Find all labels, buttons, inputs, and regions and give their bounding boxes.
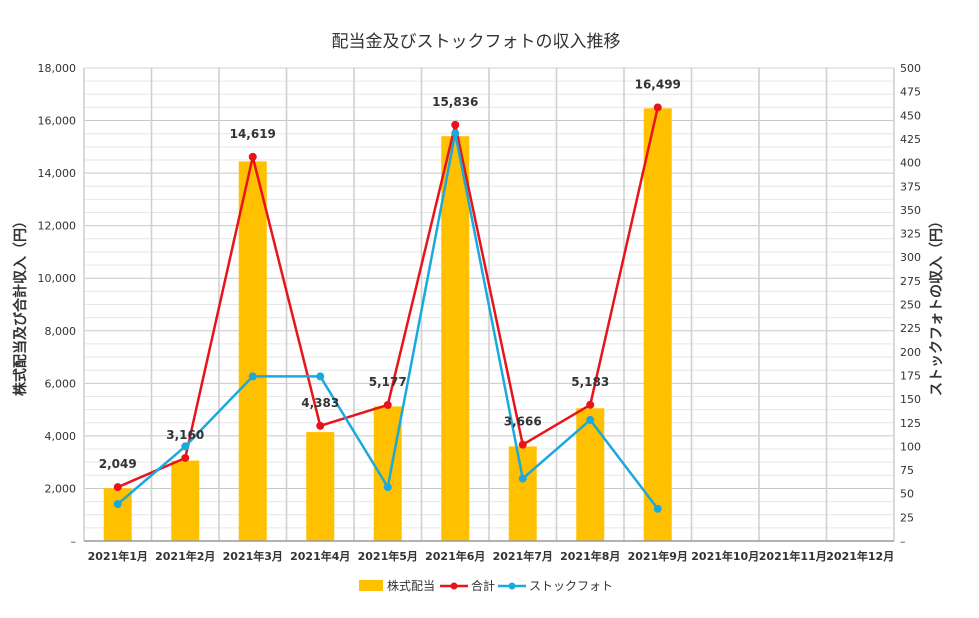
x-tick-label: 2021年2月 [155, 549, 215, 563]
y-right-tick-label: 175 [900, 369, 921, 382]
y-right-tick-label: 325 [900, 228, 921, 241]
y-right-tick-label: 250 [900, 299, 921, 312]
x-tick-label: 2021年5月 [358, 549, 418, 563]
legend-marker-total [450, 582, 458, 590]
legend-swatch-bar [359, 580, 383, 591]
x-tick-label: 2021年1月 [88, 549, 148, 563]
point-total-7 [518, 440, 527, 449]
y-left-tick-label: – [71, 535, 77, 548]
x-tick-label: 2021年8月 [560, 549, 620, 563]
point-total-3 [248, 152, 257, 161]
point-stock-4 [316, 372, 325, 381]
x-tick-label: 2021年6月 [425, 549, 485, 563]
bar-2 [171, 460, 200, 541]
y-left-tick-label: 10,000 [38, 272, 77, 285]
y-right-tick-label: 25 [900, 511, 914, 524]
y-left-tick-label: 18,000 [38, 62, 77, 75]
data-label-2: 3,160 [166, 428, 204, 442]
y-right-tick-label: 275 [900, 275, 921, 288]
legend: 株式配当 合計 ストックフォト [359, 578, 613, 593]
data-label-5: 5,177 [369, 375, 407, 389]
point-total-2 [181, 453, 190, 462]
point-stock-5 [383, 483, 392, 492]
y-left-tick-label: 8,000 [45, 325, 77, 338]
y-left-tick-label: 12,000 [38, 220, 77, 233]
point-total-1 [113, 483, 122, 492]
x-tick-label: 2021年7月 [493, 549, 553, 563]
data-label-4: 4,383 [301, 396, 339, 410]
y-left-tick-label: 4,000 [45, 430, 77, 443]
point-stock-1 [113, 500, 122, 509]
point-stock-2 [181, 442, 190, 451]
point-total-4 [316, 421, 325, 430]
point-total-9 [653, 103, 662, 112]
y-right-tick-label: 450 [900, 109, 921, 122]
bar-9 [643, 108, 672, 541]
point-stock-9 [653, 504, 662, 513]
x-tick-label: 2021年12月 [826, 549, 894, 563]
y-right-tick-label: 50 [900, 488, 914, 501]
y-left-tick-label: 6,000 [45, 377, 77, 390]
data-label-7: 3,666 [504, 415, 542, 429]
x-tick-label: 2021年4月 [290, 549, 350, 563]
x-tick-label: 2021年9月 [628, 549, 688, 563]
y-left-tick-label: 14,000 [38, 167, 77, 180]
y-axis-left-label: 株式配当及び合計収入（円） [12, 214, 29, 396]
bar-4 [306, 432, 335, 541]
y-right-tick-label: 225 [900, 322, 921, 335]
x-tick-label: 2021年3月 [223, 549, 283, 563]
point-total-5 [383, 400, 392, 409]
y-right-tick-label: – [900, 535, 906, 548]
data-label-8: 5,183 [571, 375, 609, 389]
y-right-tick-label: 350 [900, 204, 921, 217]
point-total-6 [451, 120, 460, 129]
y-right-tick-label: 125 [900, 417, 921, 430]
y-right-tick-label: 100 [900, 440, 921, 453]
y-left-tick-label: 2,000 [45, 482, 77, 495]
data-label-1: 2,049 [99, 457, 137, 471]
bar-3 [238, 161, 267, 542]
y-right-tick-label: 300 [900, 251, 921, 264]
data-label-9: 16,499 [635, 77, 681, 91]
point-total-8 [586, 400, 595, 409]
point-stock-6 [451, 129, 460, 138]
bar-5 [373, 406, 402, 541]
data-label-3: 14,619 [230, 127, 276, 141]
y-right-tick-label: 425 [900, 133, 921, 146]
y-right-tick-label: 150 [900, 393, 921, 406]
point-stock-8 [586, 415, 595, 424]
bar-6 [441, 136, 470, 541]
y-right-tick-label: 75 [900, 464, 914, 477]
y-right-tick-label: 475 [900, 86, 921, 99]
point-stock-3 [248, 372, 257, 381]
y-right-tick-label: 400 [900, 157, 921, 170]
legend-label-bar: 株式配当 [387, 578, 435, 593]
y-axis-right-label: ストックフォトの収入（円） [928, 214, 945, 396]
data-label-6: 15,836 [432, 95, 478, 109]
legend-marker-stock [508, 582, 516, 590]
y-right-tick-label: 375 [900, 180, 921, 193]
y-right-tick-label: 500 [900, 62, 921, 75]
legend-label-total: 合計 [471, 578, 495, 593]
y-left-tick-label: 16,000 [38, 115, 77, 128]
legend-label-stock: ストックフォト [529, 579, 613, 593]
point-stock-7 [518, 474, 527, 483]
x-tick-label: 2021年11月 [759, 549, 827, 563]
x-tick-label: 2021年10月 [691, 549, 759, 563]
bar-7 [508, 446, 537, 541]
chart-title: 配当金及びストックフォトの収入推移 [332, 32, 621, 52]
y-right-tick-label: 200 [900, 346, 921, 359]
